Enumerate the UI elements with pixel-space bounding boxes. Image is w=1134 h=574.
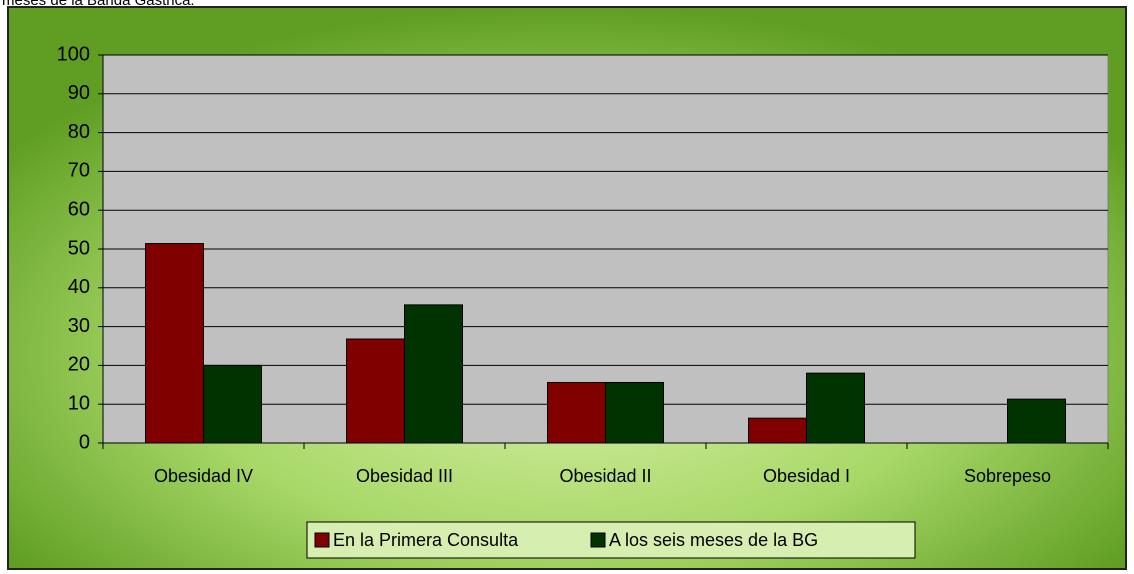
y-tick-label: 70 (68, 160, 90, 182)
bar (605, 381, 664, 444)
legend-box (306, 521, 916, 559)
legend-label: En la Primera Consulta (333, 530, 519, 550)
y-tick-label: 10 (68, 392, 90, 414)
x-tick-label: Obesidad III (356, 466, 453, 486)
caption: meses de la Banda Gástrica. (2, 0, 195, 9)
y-tick-label: 80 (68, 121, 90, 143)
y-tick-label: 20 (68, 354, 90, 376)
x-tick-label: Obesidad I (763, 466, 850, 486)
legend-swatch (314, 532, 330, 548)
bar (145, 243, 204, 444)
x-tick-label: Sobrepeso (964, 466, 1051, 486)
bar (547, 381, 606, 444)
y-tick-label: 30 (68, 315, 90, 337)
y-tick-label: 50 (68, 237, 90, 259)
legend-swatch (590, 532, 606, 548)
bar (346, 338, 405, 444)
bar (1007, 398, 1066, 444)
bar (404, 304, 463, 444)
x-tick-label: Obesidad II (559, 466, 651, 486)
legend-label: A los seis meses de la BG (609, 530, 818, 550)
y-tick-label: 40 (68, 276, 90, 298)
y-tick-label: 0 (79, 431, 90, 453)
bar (203, 364, 262, 444)
x-tick-label: Obesidad IV (154, 466, 253, 486)
y-tick-label: 60 (68, 198, 90, 220)
y-tick-label: 90 (68, 82, 90, 104)
bar (806, 372, 865, 444)
y-tick-label: 100 (57, 43, 90, 65)
bar (748, 417, 807, 444)
